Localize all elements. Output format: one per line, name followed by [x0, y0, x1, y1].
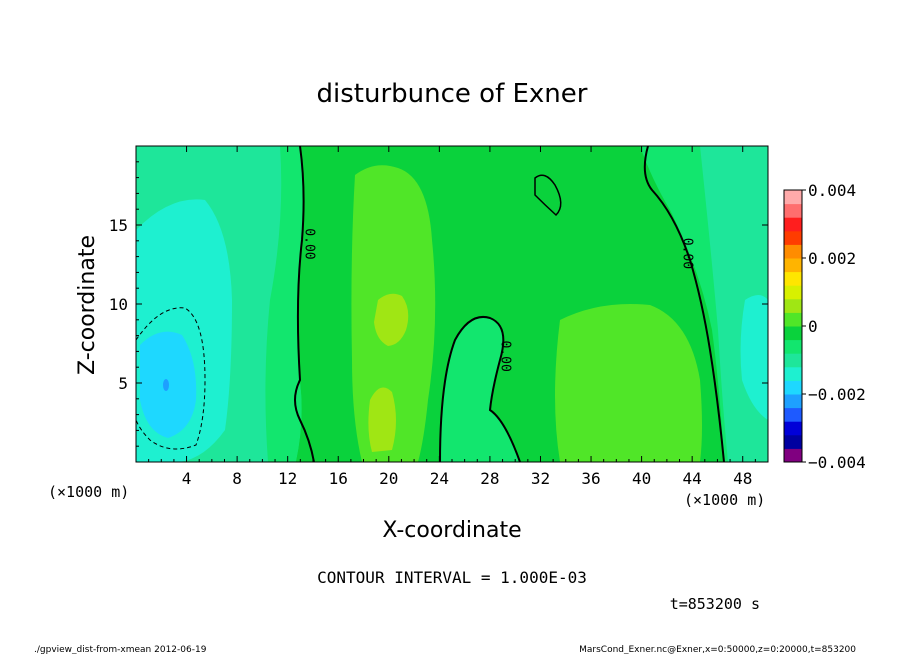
y-tick-label: 15 — [109, 216, 128, 235]
colorbar-label: 0 — [808, 317, 818, 336]
colorbar-swatch — [784, 312, 802, 327]
field-cyan-inner-right — [740, 295, 768, 420]
x-tick-label: 40 — [632, 469, 651, 488]
contour-label: 0.00 — [679, 238, 694, 269]
field-yellow-patch — [374, 293, 409, 346]
x-tick-label: 16 — [329, 469, 348, 488]
colorbar-swatch — [784, 203, 802, 218]
colorbar-swatch — [784, 394, 802, 409]
field-yellow-patch-low — [368, 387, 396, 452]
y-axis: 5 10 15 — [109, 161, 768, 447]
colorbar-swatch — [784, 326, 802, 341]
colorbar-label: −0.004 — [808, 453, 866, 472]
x-tick-label: 12 — [278, 469, 297, 488]
time-annotation: t=853200 s — [670, 595, 760, 613]
x-tick-label: 24 — [430, 469, 449, 488]
x-tick-label: 20 — [379, 469, 398, 488]
contour-label-group: 0.00 0.00 0.00 — [301, 228, 694, 371]
colorbar: 0.004 0.002 0 −0.002 −0.004 — [783, 181, 866, 472]
colorbar-label: 0.004 — [808, 181, 856, 200]
x-axis: 4 8 12 16 20 24 28 32 36 40 44 48 — [148, 146, 756, 488]
colorbar-swatch — [784, 230, 802, 245]
colorbar-swatch — [784, 271, 802, 286]
colorbar-label: −0.002 — [808, 385, 866, 404]
x-unit-right: (×1000 m) — [684, 491, 765, 509]
field-green-hump — [440, 316, 520, 462]
y-axis-title: Z-coordinate — [75, 235, 100, 375]
colorbar-swatch — [784, 244, 802, 259]
field-yellow-green-right — [555, 304, 702, 462]
colorbar-swatch — [784, 285, 802, 300]
colorbar-swatch — [784, 434, 802, 449]
y-tick-label: 10 — [109, 295, 128, 314]
colorbar-swatch — [784, 380, 802, 395]
colorbar-swatch — [784, 421, 802, 436]
x-tick-label: 44 — [683, 469, 702, 488]
contour-line-left — [294, 146, 315, 462]
footer-left: ./gpview_dist-from-xmean 2012-06-19 — [34, 645, 207, 654]
colorbar-swatch — [784, 339, 802, 354]
footer-right: MarsCond_Exner.nc@Exner,x=0:50000,z=0:20… — [579, 645, 856, 654]
contour-dashed-left — [136, 307, 206, 450]
colorbar-swatch — [784, 353, 802, 368]
x-tick-label: 36 — [581, 469, 600, 488]
colorbar-swatch — [784, 298, 802, 313]
x-tick-label: 28 — [480, 469, 499, 488]
contour-field — [136, 146, 768, 462]
contour-line-hump — [439, 316, 521, 462]
contour-label: 0.00 — [497, 340, 512, 371]
field-blue-core — [163, 379, 169, 391]
colorbar-swatch — [784, 366, 802, 381]
colorbar-swatch — [784, 407, 802, 422]
chart-title: disturbunce of Exner — [317, 79, 588, 109]
x-tick-label: 48 — [733, 469, 752, 488]
contour-label: 0.00 — [301, 228, 316, 259]
x-tick-label: 8 — [232, 469, 242, 488]
x-tick-label: 4 — [182, 469, 192, 488]
colorbar-swatch — [784, 448, 802, 463]
colorbar-swatch — [784, 217, 802, 232]
x-unit-left: (×1000 m) — [48, 483, 129, 501]
contour-line-right — [643, 146, 725, 462]
contour-interval-note: CONTOUR INTERVAL = 1.000E-03 — [317, 568, 587, 587]
y-tick-label: 5 — [118, 374, 128, 393]
x-tick-label: 32 — [531, 469, 550, 488]
contour-loop-small — [534, 174, 562, 217]
colorbar-label: 0.002 — [808, 249, 856, 268]
colorbar-swatch — [784, 190, 802, 205]
x-axis-title: X-coordinate — [382, 518, 521, 543]
colorbar-swatch — [784, 258, 802, 273]
